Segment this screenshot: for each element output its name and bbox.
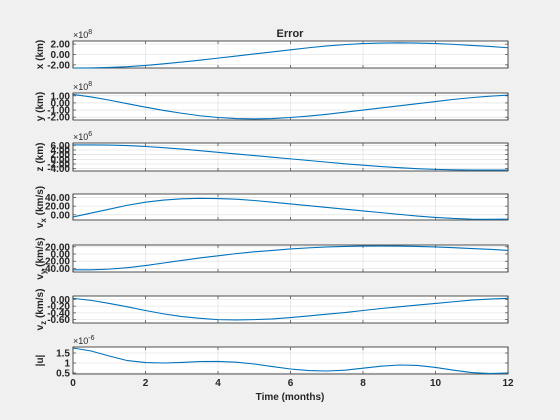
series-line-vx: [72, 197, 509, 220]
y-tick-label: 0.00: [51, 210, 71, 221]
y-tick-label: -2.00: [47, 113, 70, 124]
y-tick-label: -2.00: [47, 60, 70, 71]
y-axis-label-x: x (km): [35, 40, 46, 69]
y-tick-label: 2.00: [51, 40, 71, 51]
x-tick-label: 12: [502, 378, 514, 389]
series-line-y: [72, 93, 509, 120]
exponent-label: ×106: [73, 131, 92, 142]
exponent-label: ×108: [73, 81, 92, 92]
y-axis-label-u: |u|: [35, 354, 46, 366]
x-tick-label: 4: [215, 378, 221, 389]
series-line-vy: [73, 245, 509, 271]
y-tick-label: 0.00: [51, 50, 71, 61]
y-tick-label: 1.5: [56, 349, 70, 360]
x-tick-label: 0: [70, 378, 76, 389]
series-line-u: [72, 347, 509, 375]
x-tick-label: 6: [288, 378, 294, 389]
exponent-label: ×10-6: [73, 335, 95, 346]
subplot-x: 2.000.00-2.00 ×108 x (km): [35, 29, 509, 71]
y-tick-label: -0.40: [47, 308, 70, 319]
y-tick-label: -2.00: [47, 160, 70, 171]
series-line-z: [72, 144, 509, 171]
y-tick-label: -0.20: [47, 302, 70, 313]
chart-title: Error: [277, 28, 305, 40]
y-axis-label-z: z (km): [35, 143, 46, 172]
y-tick-label: 20.00: [45, 202, 70, 213]
y-tick-label: 4.00: [51, 146, 71, 157]
y-tick-label: 0.00: [51, 250, 71, 261]
x-tick-label: 2: [143, 378, 149, 389]
series-line-x: [72, 42, 509, 69]
subplot-u: 1.510.5 ×10-6 |u|: [35, 335, 509, 380]
subplot-y: 1.000.00-1.00-2.00 ×108 y (km): [35, 81, 509, 124]
y-tick-label: -0.60: [47, 315, 70, 326]
y-tick-label: 6.00: [51, 141, 71, 152]
y-tick-label: -1.00: [47, 106, 70, 117]
y-axis-label-y: y (km): [35, 92, 46, 121]
y-tick-label: 0.00: [51, 295, 71, 306]
y-axis-label-vz: vz (km/s): [35, 289, 48, 331]
x-axis-label: Time (months): [256, 392, 325, 403]
y-tick-label: -4.00: [47, 164, 70, 175]
y-tick-label: 1.00: [51, 91, 71, 102]
y-axis-label-vx: vx (km/s): [35, 186, 48, 228]
x-tick-label: 8: [360, 378, 366, 389]
x-axis: 0 2 4 6 8 10 12: [70, 378, 514, 389]
y-tick-label: 0.00: [51, 155, 71, 166]
y-axis-label-vy: vy (km/s): [35, 237, 48, 279]
y-tick-label: 2.00: [51, 150, 71, 161]
y-tick-label: -40.00: [42, 264, 71, 275]
y-tick-label: 40.00: [45, 193, 70, 204]
exponent-label: ×108: [73, 29, 92, 40]
y-tick-label: 0.00: [51, 98, 71, 109]
y-tick-label: 20.00: [45, 242, 70, 253]
y-tick-label: -20.00: [42, 257, 71, 268]
y-tick-label: 1: [64, 359, 70, 370]
series-line-vz: [72, 297, 509, 321]
y-tick-label: 0.5: [56, 369, 70, 380]
subplot-z: 6.004.002.000.00-2.00-4.00 ×106 z (km): [35, 131, 509, 175]
x-tick-label: 10: [430, 378, 442, 389]
